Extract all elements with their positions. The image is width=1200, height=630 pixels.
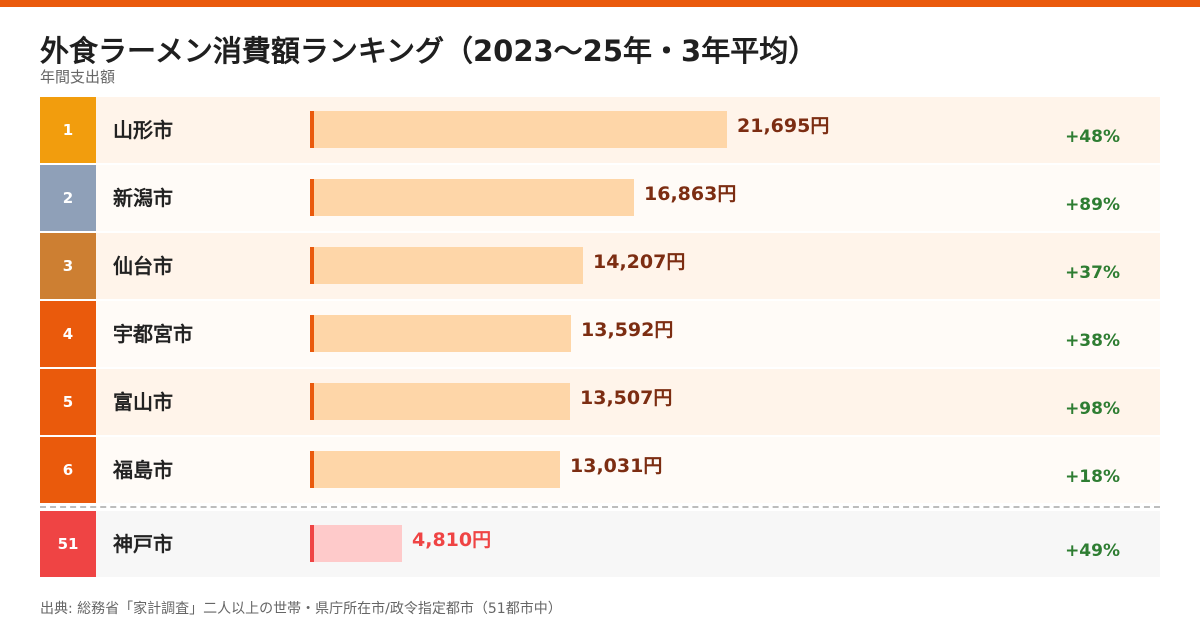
value-label: 21,695円 <box>737 115 830 137</box>
bar <box>310 247 583 284</box>
table-row: 6 福島市 13,031円 +18% <box>40 437 1160 503</box>
city-label: 宇都宮市 <box>113 322 193 346</box>
table-row: 3 仙台市 14,207円 +37% <box>40 233 1160 299</box>
growth-label: +49% <box>1065 541 1120 561</box>
bar <box>310 383 570 420</box>
value-label: 13,592円 <box>581 319 674 341</box>
bar <box>310 451 560 488</box>
bar-edge <box>310 525 314 562</box>
city-label: 山形市 <box>113 118 173 142</box>
table-row: 5 富山市 13,507円 +98% <box>40 369 1160 435</box>
rank-badge: 4 <box>40 301 96 367</box>
bar <box>310 179 634 216</box>
value-label: 16,863円 <box>644 183 737 205</box>
rank-badge: 6 <box>40 437 96 503</box>
chart-subtitle: 年間支出額 <box>40 68 116 86</box>
rank-badge: 51 <box>40 511 96 577</box>
value-label: 13,031円 <box>570 455 663 477</box>
growth-label: +38% <box>1065 331 1120 351</box>
source-note: 出典: 総務省「家計調査」二人以上の世帯・県庁所在市/政令指定都市（51都市中） <box>40 601 562 617</box>
rank-badge: 1 <box>40 97 96 163</box>
rank-badge: 3 <box>40 233 96 299</box>
city-label: 神戸市 <box>113 532 173 556</box>
chart-title: 外食ラーメン消費額ランキング（2023〜25年・3年平均） <box>40 34 818 68</box>
rank-badge: 2 <box>40 165 96 231</box>
table-row: 1 山形市 21,695円 +48% <box>40 97 1160 163</box>
growth-label: +18% <box>1065 467 1120 487</box>
growth-label: +48% <box>1065 127 1120 147</box>
value-label: 13,507円 <box>580 387 673 409</box>
table-row: 2 新潟市 16,863円 +89% <box>40 165 1160 231</box>
top-accent-bar <box>0 0 1200 7</box>
growth-label: +89% <box>1065 195 1120 215</box>
rank-divider <box>40 506 1160 508</box>
bar-edge <box>310 451 314 488</box>
bar-edge <box>310 315 314 352</box>
table-row: 4 宇都宮市 13,592円 +38% <box>40 301 1160 367</box>
city-label: 富山市 <box>113 390 173 414</box>
bar <box>310 111 727 148</box>
city-label: 福島市 <box>113 458 173 482</box>
bar-edge <box>310 179 314 216</box>
bar <box>310 315 571 352</box>
rank-badge: 5 <box>40 369 96 435</box>
table-row: 51 神戸市 4,810円 +49% <box>40 511 1160 577</box>
bar-edge <box>310 247 314 284</box>
city-label: 仙台市 <box>113 254 173 278</box>
value-label: 4,810円 <box>412 529 492 551</box>
bar <box>310 525 402 562</box>
growth-label: +98% <box>1065 399 1120 419</box>
bar-edge <box>310 383 314 420</box>
value-label: 14,207円 <box>593 251 686 273</box>
growth-label: +37% <box>1065 263 1120 283</box>
city-label: 新潟市 <box>113 186 173 210</box>
bar-edge <box>310 111 314 148</box>
